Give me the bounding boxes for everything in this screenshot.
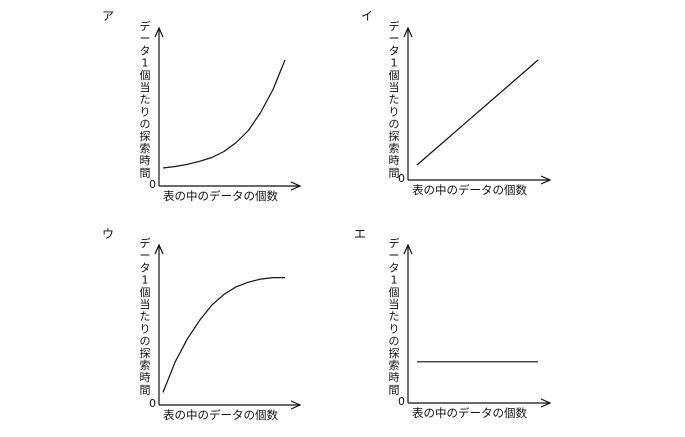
ylabel-char-a: の: [140, 118, 151, 131]
y-axis-arrow-e: [403, 243, 413, 255]
x-axis-arrow-e: [540, 398, 552, 408]
y-axis-arrow-i: [403, 26, 413, 38]
ylabel-char-u: の: [140, 335, 151, 348]
series-line-a: [162, 59, 286, 169]
y-axis-arrow-u: [154, 243, 164, 255]
ylabel-char-a: 当: [140, 80, 151, 94]
ylabel-char-a: 索: [140, 141, 151, 155]
ylabel-char-a: タ: [140, 44, 151, 57]
ylabel-char-u: 間: [140, 383, 151, 396]
ylabel-char-u: 個: [140, 286, 151, 299]
ylabel-char-a: 探: [140, 130, 151, 143]
ylabel-char-e: 間: [389, 383, 400, 396]
x-axis-arrow-u: [290, 400, 302, 410]
xlabel-a: 表の中のデータの個数: [163, 189, 278, 203]
ylabel-char-u: デ: [140, 236, 151, 250]
ylabel-char-u: り: [140, 322, 151, 335]
ylabel-char-e: 個: [389, 286, 400, 299]
ylabel-char-a: 1: [142, 57, 149, 70]
x-axis-arrow-a: [290, 181, 302, 191]
panel-label-i: イ: [361, 9, 373, 23]
ylabel-char-a: ー: [140, 32, 151, 45]
ylabel-char-a: 個: [140, 69, 151, 82]
ylabel-char-i: ー: [389, 32, 400, 45]
ylabel-char-i: タ: [389, 44, 400, 57]
ylabel-char-i: の: [389, 118, 400, 131]
ylabel-char-a: た: [140, 93, 151, 106]
panel-label-a: ア: [102, 9, 114, 23]
ylabel-char-i: 探: [389, 130, 400, 143]
ylabel-char-i: 索: [389, 141, 400, 155]
ylabel-char-a: 時: [140, 154, 151, 167]
ylabel-char-a: り: [140, 105, 151, 118]
series-line-u: [162, 277, 285, 393]
origin-label-i: 0: [398, 172, 405, 185]
ylabel-char-a: 間: [140, 166, 151, 179]
ylabel-char-i: 間: [389, 166, 400, 179]
ylabel-char-u: 索: [140, 358, 151, 372]
ylabel-char-e: 当: [389, 297, 400, 311]
ylabel-char-e: タ: [389, 261, 400, 274]
ylabel-char-i: デ: [389, 19, 400, 33]
xlabel-e: 表の中のデータの個数: [412, 406, 527, 420]
series-line-i: [416, 59, 539, 166]
origin-label-u: 0: [149, 397, 156, 410]
ylabel-char-e: デ: [389, 236, 400, 250]
ylabel-char-e: 探: [389, 347, 400, 360]
ylabel-char-e: り: [389, 322, 400, 335]
origin-label-e: 0: [398, 395, 405, 408]
ylabel-char-e: 時: [389, 371, 400, 384]
ylabel-char-i: 当: [389, 80, 400, 94]
ylabel-char-e: 索: [389, 358, 400, 372]
ylabel-char-e: の: [389, 335, 400, 348]
ylabel-char-e: 1: [391, 274, 398, 287]
ylabel-char-i: り: [389, 105, 400, 118]
ylabel-char-u: 時: [140, 371, 151, 384]
ylabel-char-u: た: [140, 310, 151, 323]
ylabel-char-e: ー: [389, 249, 400, 262]
ylabel-char-e: た: [389, 310, 400, 323]
ylabel-char-i: 時: [389, 154, 400, 167]
xlabel-i: 表の中のデータの個数: [412, 183, 527, 197]
ylabel-char-i: た: [389, 93, 400, 106]
ylabel-char-u: 1: [142, 274, 149, 287]
ylabel-char-a: デ: [140, 19, 151, 33]
ylabel-char-u: 当: [140, 297, 151, 311]
ylabel-char-u: タ: [140, 261, 151, 274]
ylabel-char-i: 1: [391, 57, 398, 70]
panel-label-u: ウ: [102, 227, 114, 241]
panel-label-e: エ: [354, 227, 366, 241]
y-axis-arrow-a: [154, 26, 164, 38]
ylabel-char-i: 個: [389, 69, 400, 82]
x-axis-arrow-i: [540, 175, 552, 185]
ylabel-char-u: ー: [140, 249, 151, 262]
xlabel-u: 表の中のデータの個数: [163, 408, 278, 422]
origin-label-a: 0: [149, 178, 156, 191]
ylabel-char-u: 探: [140, 347, 151, 360]
